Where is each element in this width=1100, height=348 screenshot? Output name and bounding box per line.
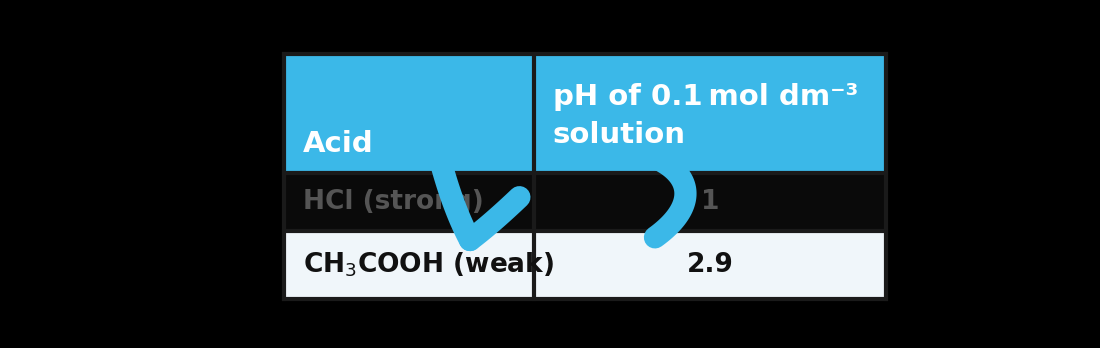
- Text: 1: 1: [701, 189, 719, 215]
- Bar: [284, 231, 534, 299]
- Text: Acid: Acid: [302, 130, 374, 158]
- Text: pH of 0.1 mol dm⁻³
solution: pH of 0.1 mol dm⁻³ solution: [552, 83, 858, 149]
- Bar: [284, 173, 534, 231]
- Bar: [284, 54, 534, 173]
- Bar: [534, 231, 886, 299]
- Bar: [534, 54, 886, 173]
- Text: 2.9: 2.9: [686, 252, 734, 278]
- Text: HCl (strong): HCl (strong): [302, 189, 484, 215]
- Bar: [534, 173, 886, 231]
- Text: CH$_3$COOH (weak): CH$_3$COOH (weak): [302, 251, 554, 279]
